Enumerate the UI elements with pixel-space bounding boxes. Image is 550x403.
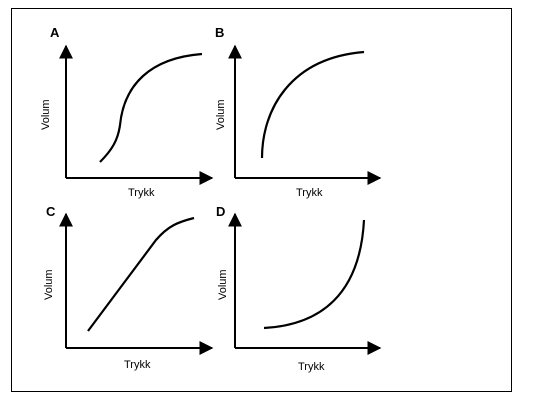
panel-c-curve [87,216,195,332]
panel-b-letter: B [215,25,224,40]
panel-b-y-label: Volum [215,99,227,130]
panel-b-x-label: Trykk [296,187,323,199]
panel-d-curve [263,219,366,330]
panel-c-x-label: Trykk [124,359,151,371]
panel-a-curve [99,52,203,163]
panel-a-x-label: Trykk [128,187,155,199]
panel-b: B Trykk Volum [215,25,382,199]
panel-a-letter: A [50,25,60,40]
panel-a: A Trykk Volum [40,25,214,199]
panel-d-y-label: Volum [217,269,229,300]
panel-d: D Trykk Volum [216,204,382,373]
panel-c-letter: C [46,204,56,219]
panel-c-y-label: Volum [43,269,55,300]
panel-d-x-label: Trykk [298,361,325,373]
panel-d-letter: D [216,204,225,219]
panel-b-curve [260,50,365,159]
panel-c: C Trykk Volum [43,204,214,371]
panel-a-y-label: Volum [40,99,52,130]
figure-frame [11,8,512,392]
